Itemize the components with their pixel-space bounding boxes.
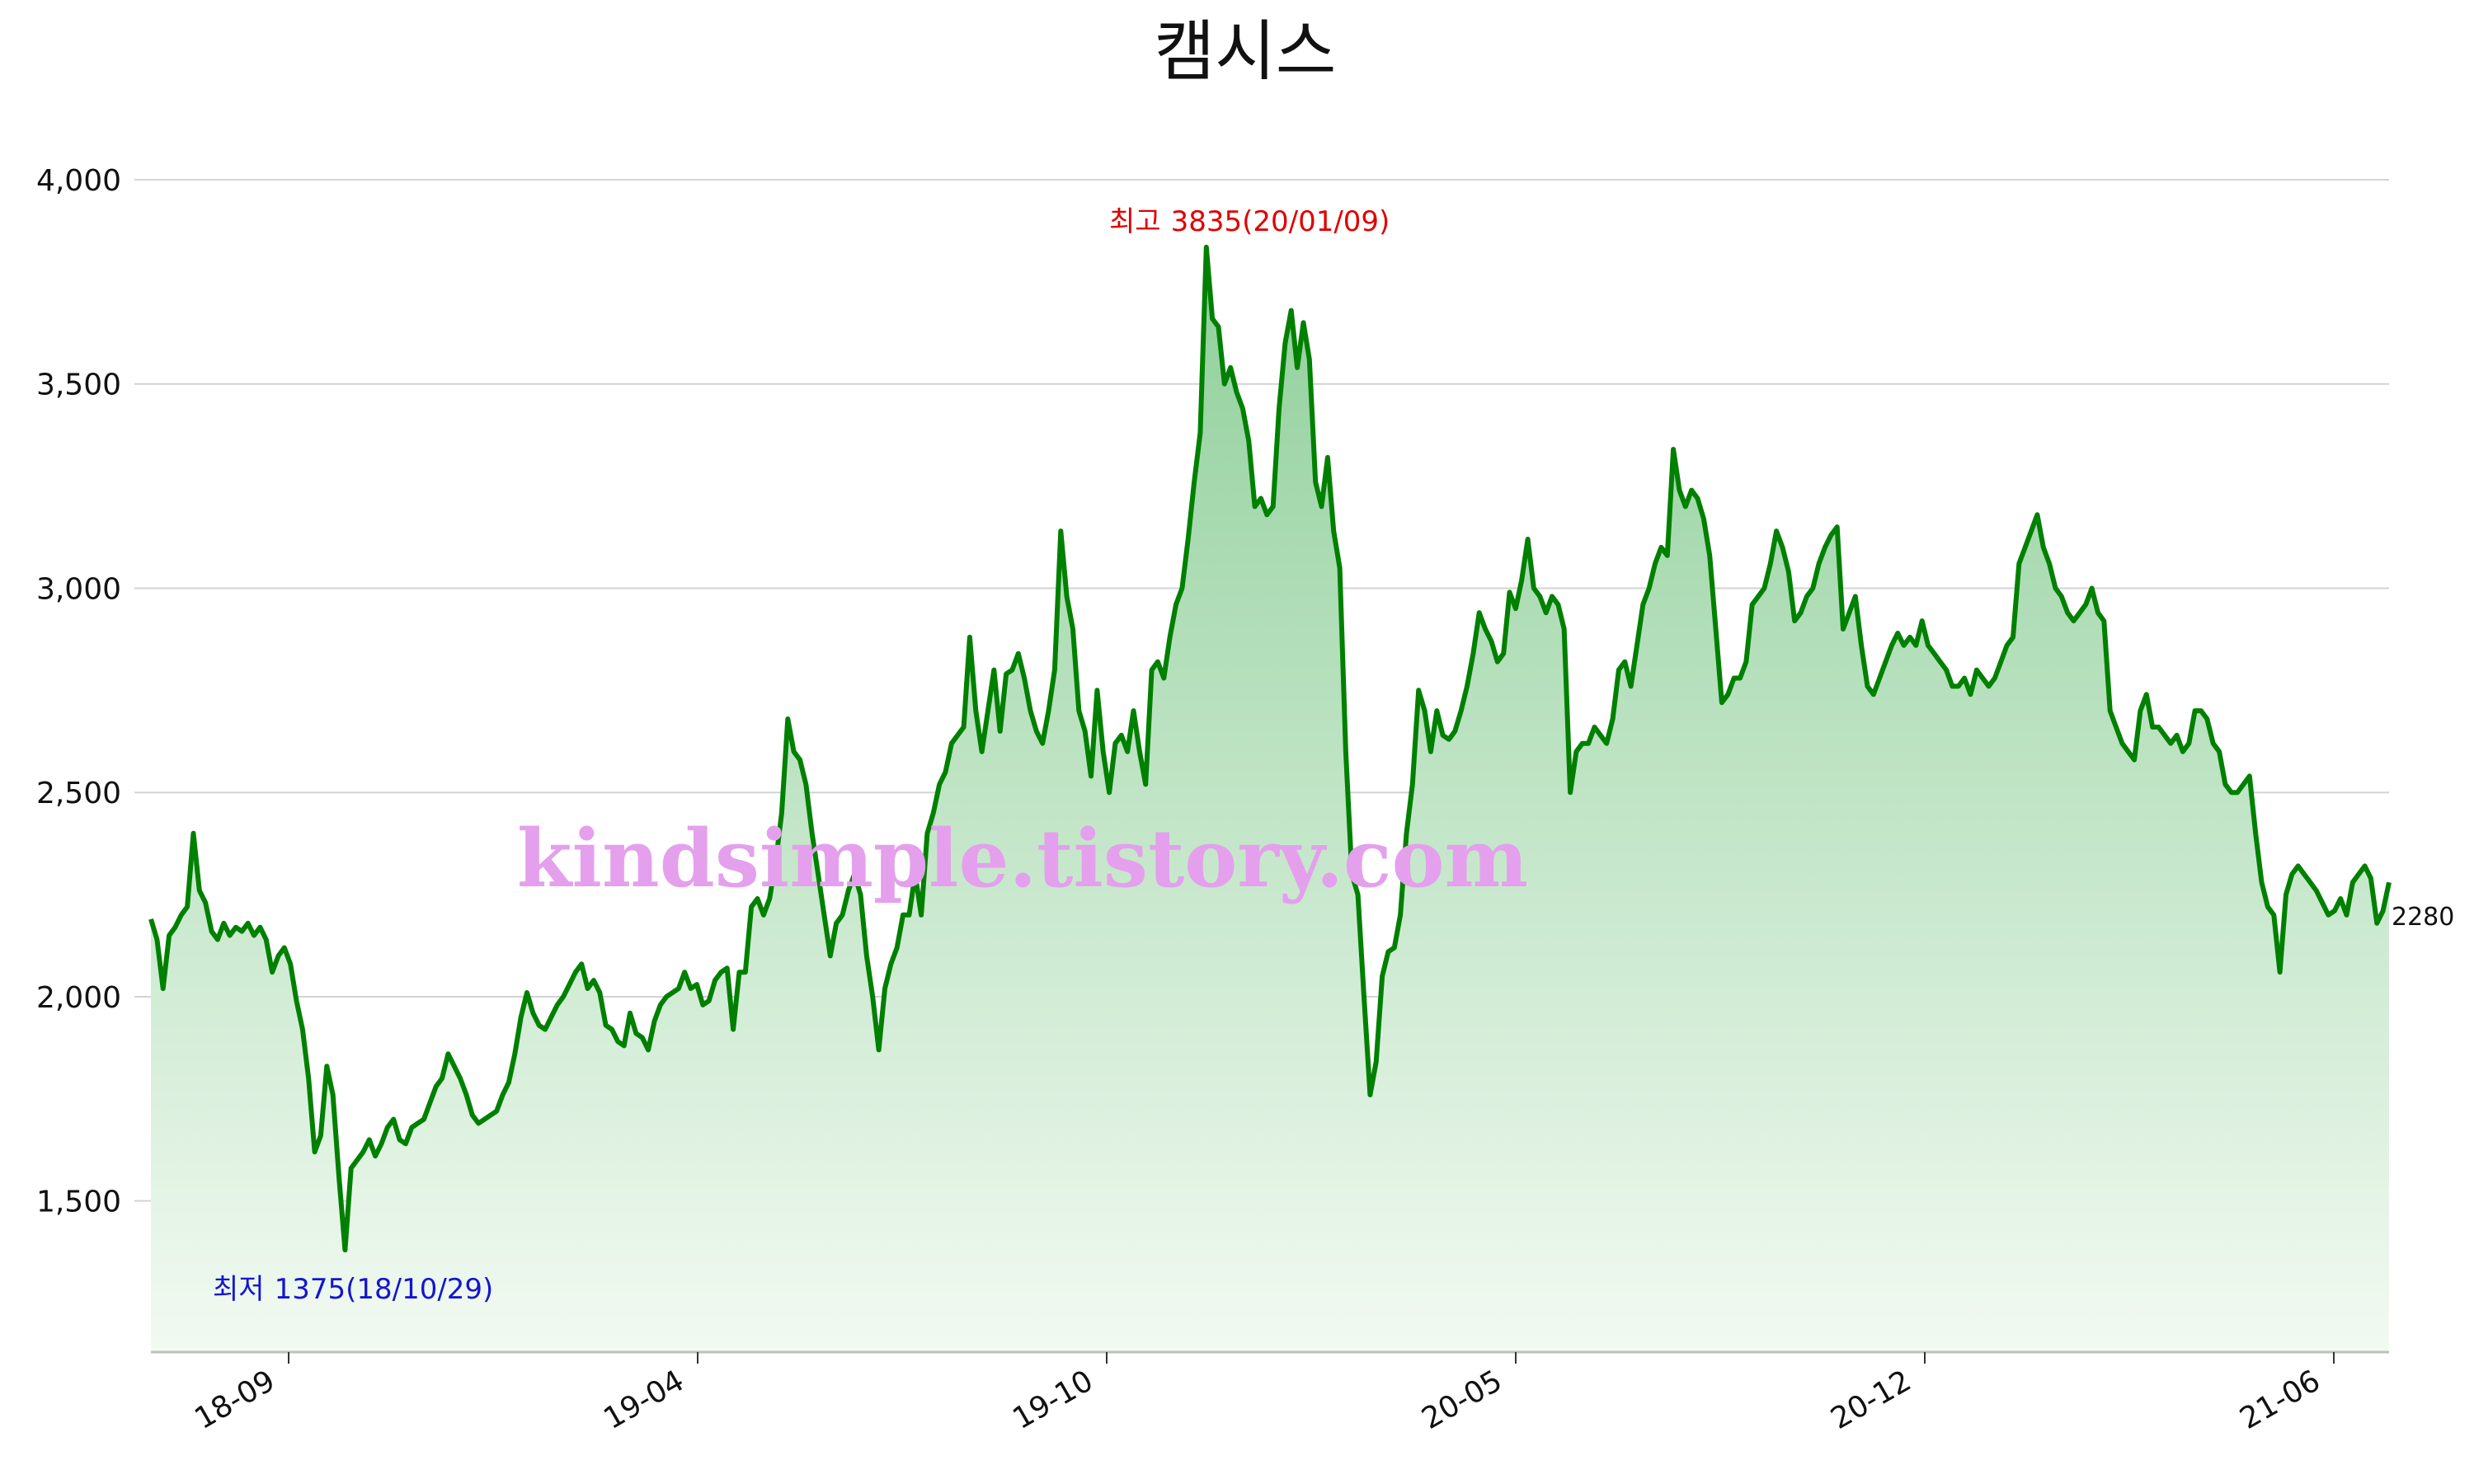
x-tick-label: 20-05 — [1416, 1364, 1507, 1436]
annotations: 최고 3835(20/01/09) 최저 1375(18/10/29) 2280 — [213, 205, 2454, 1306]
y-tick-label: 3,500 — [36, 369, 121, 402]
price-line — [148, 244, 2392, 1253]
x-axis: 18-09 19-04 19-10 20-05 20-12 21-06 — [151, 1350, 2389, 1436]
y-axis-ticks: 1,500 2,000 2,500 3,000 3,500 4,000 — [36, 164, 121, 1219]
area-fill — [151, 247, 2389, 1352]
x-tick-label: 21-06 — [2234, 1364, 2326, 1436]
y-tick-label: 1,500 — [36, 1186, 121, 1219]
y-tick-label: 3,000 — [36, 572, 121, 606]
watermark-text: kindsimple.tistory.com — [517, 812, 1528, 905]
x-tick-label: 20-12 — [1825, 1364, 1917, 1436]
y-tick-label: 4,000 — [36, 164, 121, 198]
low-annotation: 최저 1375(18/10/29) — [213, 1273, 493, 1306]
x-tick-label: 19-10 — [1007, 1364, 1098, 1436]
last-value-label: 2280 — [2392, 903, 2454, 932]
price-area — [148, 244, 2392, 1352]
high-annotation-value: 3835(20/01/09) — [1171, 205, 1390, 238]
low-annotation-value: 1375(18/10/29) — [275, 1273, 494, 1306]
chart-title: 캠시스 — [1155, 13, 1337, 90]
high-annotation: 최고 3835(20/01/09) — [1109, 205, 1390, 238]
y-tick-label: 2,000 — [36, 981, 121, 1015]
low-annotation-label: 최저 — [213, 1273, 265, 1306]
x-tick-label: 18-09 — [189, 1364, 280, 1436]
watermark-layer: kindsimple.tistory.com — [517, 812, 1528, 905]
x-tick-label: 19-04 — [598, 1364, 689, 1436]
high-annotation-label: 최고 — [1109, 205, 1161, 238]
y-tick-label: 2,500 — [36, 777, 121, 810]
